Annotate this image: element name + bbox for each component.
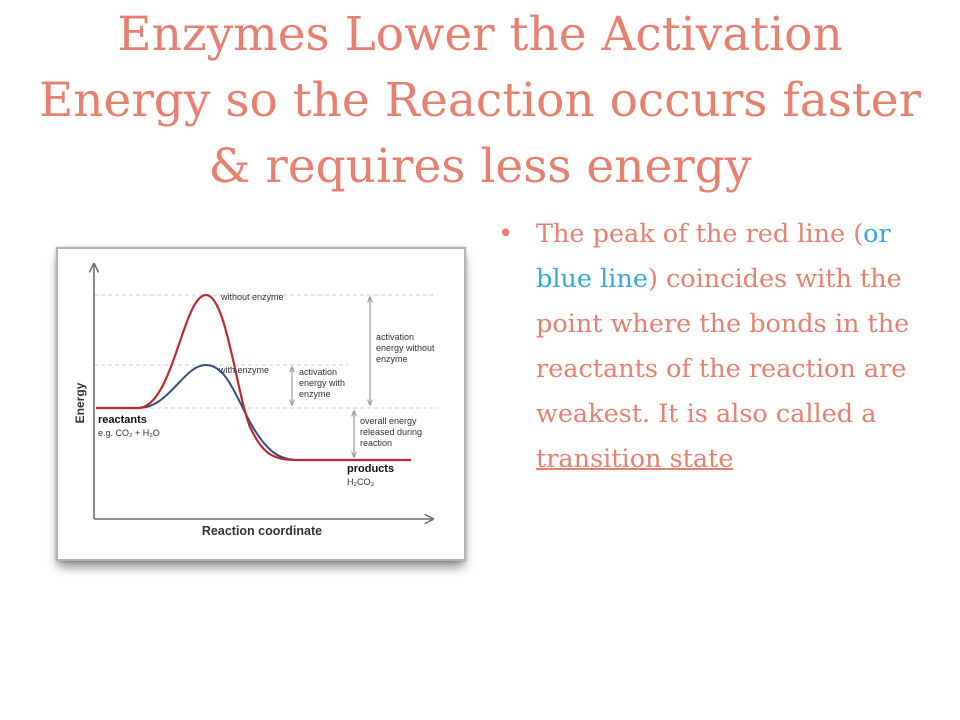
curve-with-enzyme — [96, 363, 299, 461]
reactants-example: e.g. CO₂ + H₂O — [98, 428, 160, 438]
bullet-text-blue: or blue line — [536, 219, 891, 294]
energy-released-line: released during — [360, 427, 422, 437]
bullet-text-part1: The peak of the red line ( — [536, 219, 864, 249]
energy-released-line: reaction — [360, 438, 392, 448]
without-enzyme-label: without enzyme — [220, 292, 284, 302]
bullet-list: • The peak of the red line (or blue line)… — [496, 212, 916, 482]
energy-released-text: overall energy released during reaction — [360, 416, 425, 448]
transition-state-term: transition state — [536, 444, 734, 474]
bullet-text-part3: ) coincides with the point where the bon… — [536, 264, 910, 429]
activation-without-line: energy without — [376, 343, 435, 353]
products-example: H₂CO₃ — [347, 477, 374, 487]
with-enzyme-label: with enzyme — [218, 365, 269, 375]
activation-without-line: activation — [376, 332, 414, 342]
reactants-label: reactants — [98, 414, 147, 426]
activation-with-text: activation energy with enzyme — [299, 367, 348, 399]
activation-with-line: activation — [299, 367, 337, 377]
energy-diagram-figure: Energy Reaction coordinate without enzym… — [56, 247, 466, 561]
energy-released-line: overall energy — [360, 416, 417, 426]
energy-diagram: Energy Reaction coordinate without enzym… — [73, 249, 438, 538]
curve-without-enzyme — [96, 293, 411, 462]
bullet-item: • The peak of the red line (or blue line)… — [496, 212, 916, 482]
bullet-dot-icon: • — [498, 219, 514, 249]
activation-with-line: energy with — [299, 378, 345, 388]
x-axis-label: Reaction coordinate — [202, 524, 322, 538]
slide-title: Enzymes Lower the Activation Energy so t… — [38, 7, 922, 194]
activation-without-text: activation energy without enzyme — [376, 332, 437, 364]
y-axis-label: Energy — [73, 382, 87, 423]
activation-with-line: enzyme — [299, 389, 331, 399]
activation-without-line: enzyme — [376, 354, 408, 364]
products-label: products — [347, 463, 394, 475]
